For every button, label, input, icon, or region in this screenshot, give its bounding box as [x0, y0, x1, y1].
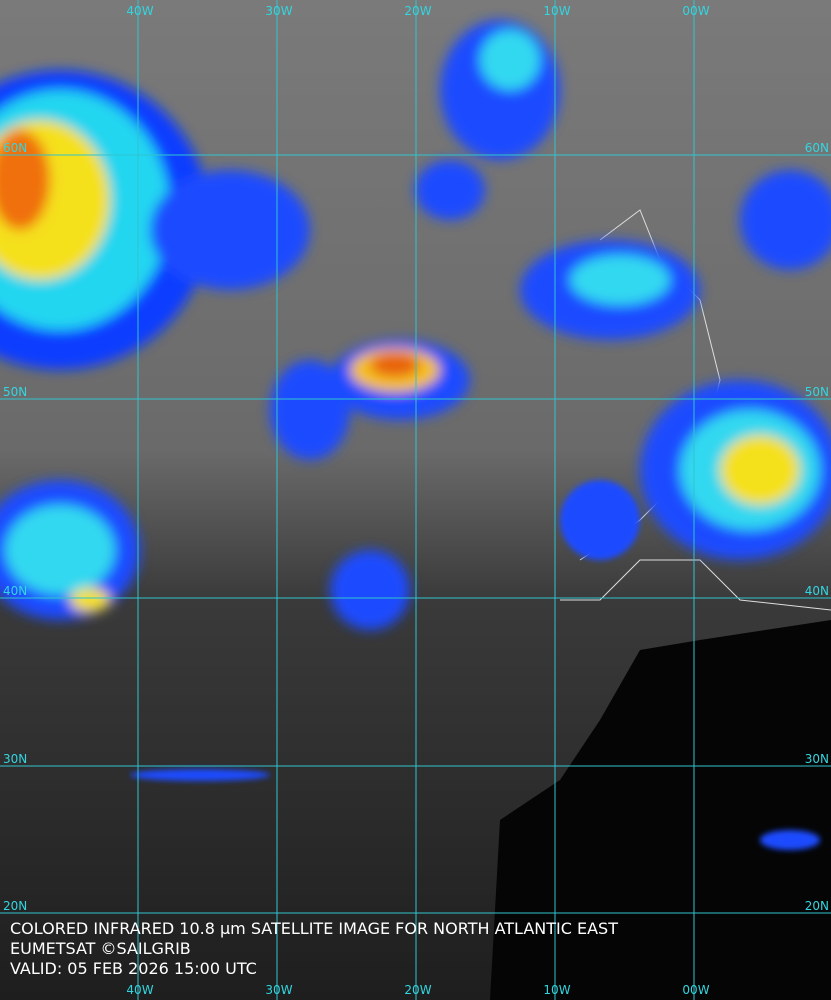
- cloud-systems: [0, 20, 831, 630]
- meridian-label: 20W: [404, 983, 431, 997]
- cloud: [5, 505, 115, 595]
- meridian-label: 30W: [265, 983, 292, 997]
- meridian-label: 10W: [543, 983, 570, 997]
- caption: COLORED INFRARED 10.8 μm SATELLITE IMAGE…: [10, 919, 618, 978]
- cloud: [570, 255, 670, 305]
- cloud: [560, 480, 640, 560]
- parallel-label: 60N: [805, 141, 829, 155]
- meridian-label: 40W: [126, 4, 153, 18]
- cloud-bands: [130, 480, 820, 850]
- cloud: [130, 769, 270, 781]
- coastline: [560, 559, 831, 611]
- land-africa: [490, 620, 831, 1000]
- cloud: [480, 30, 540, 90]
- parallel-label: 20N: [3, 899, 27, 913]
- meridian-label: 00W: [682, 983, 709, 997]
- caption-line: EUMETSAT ©SAILGRIB: [10, 939, 191, 958]
- parallel-label: 20N: [805, 899, 829, 913]
- cloud: [70, 588, 110, 612]
- caption-line: COLORED INFRARED 10.8 μm SATELLITE IMAGE…: [10, 919, 618, 938]
- cloud: [760, 830, 820, 850]
- cloud: [330, 550, 410, 630]
- meridian-label: 00W: [682, 4, 709, 18]
- parallel-label: 60N: [3, 141, 27, 155]
- cloud: [370, 353, 420, 377]
- caption-line: VALID: 05 FEB 2026 15:00 UTC: [10, 959, 257, 978]
- graticule-labels: 40W 40W 30W 30W 20W 20W 10W 10W 00W 00W 60N 60N 50N 5…: [3, 4, 829, 997]
- cloud: [720, 435, 800, 505]
- cloud: [740, 170, 831, 270]
- parallel-label: 40N: [805, 584, 829, 598]
- parallel-label: 30N: [805, 752, 829, 766]
- cloud: [150, 170, 310, 290]
- parallel-label: 30N: [3, 752, 27, 766]
- parallel-label: 40N: [3, 584, 27, 598]
- cloud: [270, 360, 350, 460]
- parallel-label: 50N: [3, 385, 27, 399]
- meridian-label: 40W: [126, 983, 153, 997]
- parallel-label: 50N: [805, 385, 829, 399]
- coastline: [579, 209, 721, 561]
- meridian-label: 30W: [265, 4, 292, 18]
- cloud: [415, 160, 485, 220]
- meridian-label: 20W: [404, 4, 431, 18]
- meridian-label: 10W: [543, 4, 570, 18]
